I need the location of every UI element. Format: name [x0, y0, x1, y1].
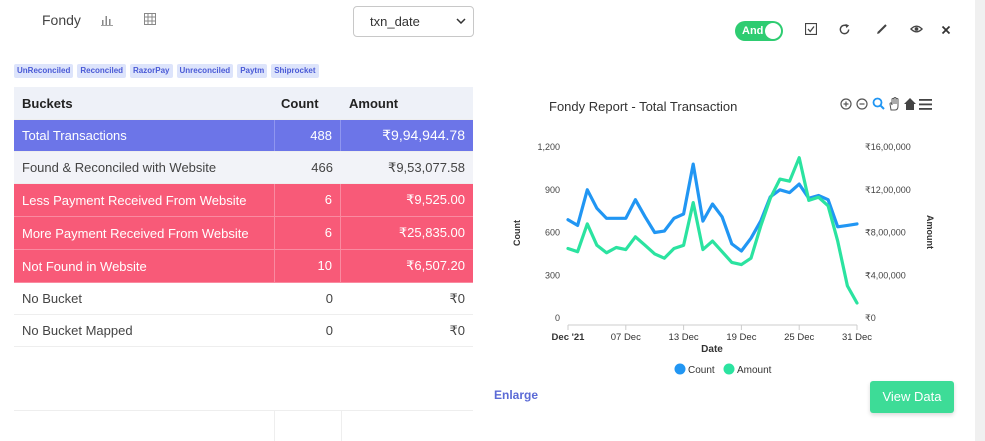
home-reset-icon[interactable]	[904, 98, 916, 110]
y-right-tick-label: ₹0	[865, 313, 876, 323]
page-scrollbar[interactable]	[975, 0, 985, 441]
legend-marker-count	[674, 363, 686, 375]
y-left-tick-label: 1,200	[537, 142, 560, 152]
tag-unreconciled[interactable]: UnReconciled	[14, 64, 74, 78]
y-right-tick-label: ₹12,00,000	[865, 185, 911, 195]
table-divider	[274, 410, 275, 441]
table-divider	[341, 410, 342, 441]
bucket-amount: ₹0	[449, 322, 465, 338]
bucket-name: Not Found in Website	[22, 258, 147, 274]
bucket-name: No Bucket	[22, 291, 82, 306]
table-row-found-reconciled[interactable]: Found & Reconciled with Website 466 ₹9,5…	[14, 152, 473, 184]
x-axis-label: Date	[701, 344, 723, 355]
toggle-knob	[765, 23, 781, 39]
bucket-name: No Bucket Mapped	[22, 323, 133, 338]
tag-shiprocket[interactable]: Shiprocket	[271, 64, 319, 78]
x-tick-label: Dec '21	[552, 332, 586, 343]
table-row-total-transactions[interactable]: Total Transactions 488 ₹9,94,944.78	[14, 120, 473, 152]
y-axis-right-label: Amount	[925, 215, 935, 249]
date-field-select[interactable]: txn_date	[353, 6, 474, 37]
y-left-tick-label: 0	[555, 313, 560, 323]
x-tick-label: 19 Dec	[726, 332, 756, 343]
buckets-table: Buckets Count Amount Total Transactions …	[14, 87, 473, 347]
tag-razorpay[interactable]: RazorPay	[130, 64, 173, 78]
chart-axes: 0 ₹0 300 ₹4,00,000 600 ₹8,00,000 900 ₹12,00,000…	[537, 142, 910, 343]
header-amount: Amount	[349, 95, 399, 111]
app-title: Fondy	[42, 12, 81, 28]
y-axis-left-label: Count	[512, 220, 522, 246]
bucket-count: 0	[325, 323, 333, 338]
and-or-toggle[interactable]: And	[735, 21, 783, 41]
bucket-count: 0	[325, 291, 333, 306]
bucket-name: Found & Reconciled with Website	[22, 160, 217, 175]
y-right-tick-label: ₹4,00,000	[865, 270, 906, 280]
chart-series	[566, 156, 859, 305]
date-field-select-value: txn_date	[370, 14, 420, 29]
bucket-amount: ₹9,53,077.58	[388, 159, 465, 175]
magnifier-icon[interactable]	[872, 97, 885, 110]
filter-tag-list: UnReconciled Reconciled RazorPay Unrecon…	[14, 64, 319, 78]
bucket-amount: ₹9,94,944.78	[382, 127, 465, 143]
table-row-less-payment[interactable]: Less Payment Received From Website 6 ₹9,…	[14, 184, 473, 217]
enlarge-link[interactable]: Enlarge	[494, 388, 539, 402]
header-buckets: Buckets	[22, 95, 73, 111]
series-line-count[interactable]	[566, 162, 859, 253]
pan-hand-icon[interactable]	[889, 97, 899, 111]
y-left-tick-label: 900	[545, 185, 560, 195]
chevron-down-icon	[449, 16, 473, 27]
legend-item-amount[interactable]: Amount	[723, 363, 772, 377]
table-row-not-found[interactable]: Not Found in Website 10 ₹6,507.20	[14, 250, 473, 283]
close-icon[interactable]	[941, 23, 951, 39]
y-right-tick-label: ₹8,00,000	[865, 228, 906, 238]
menu-icon[interactable]	[919, 99, 932, 110]
view-data-button[interactable]: View Data	[870, 381, 954, 413]
edit-pencil-icon[interactable]	[876, 23, 888, 39]
tag-paytm[interactable]: Paytm	[237, 64, 268, 78]
bucket-count: 488	[274, 120, 341, 151]
bucket-count: 6	[274, 217, 341, 249]
bucket-count: 466	[311, 160, 333, 175]
checkbox-icon[interactable]	[804, 22, 818, 39]
y-left-tick-label: 300	[545, 270, 560, 280]
bucket-amount: ₹0	[449, 290, 465, 306]
bar-chart-icon[interactable]	[101, 14, 113, 29]
table-row-more-payment[interactable]: More Payment Received From Website 6 ₹25…	[14, 217, 473, 250]
bucket-amount: ₹6,507.20	[406, 258, 465, 273]
zoom-out-icon[interactable]	[856, 98, 868, 110]
bucket-count: 10	[274, 250, 341, 282]
zoom-in-icon[interactable]	[840, 98, 852, 110]
table-grid-icon[interactable]	[144, 13, 156, 28]
table-header-row: Buckets Count Amount	[14, 87, 473, 120]
eye-icon[interactable]	[910, 23, 923, 39]
bucket-name: More Payment Received From Website	[22, 225, 249, 241]
table-divider	[14, 410, 473, 411]
x-tick-label: 31 Dec	[842, 332, 872, 343]
chart-title: Fondy Report - Total Transaction	[549, 99, 737, 114]
refresh-icon[interactable]	[838, 23, 851, 40]
tag-reconciled[interactable]: Reconciled	[77, 64, 127, 78]
bucket-name: Less Payment Received From Website	[22, 192, 247, 208]
x-tick-label: 07 Dec	[611, 332, 641, 343]
legend-item-count[interactable]: Count	[674, 363, 715, 377]
series-line-amount[interactable]	[566, 156, 859, 305]
bucket-amount: ₹9,525.00	[406, 192, 465, 207]
y-left-tick-label: 600	[545, 228, 560, 238]
x-tick-label: 25 Dec	[784, 332, 814, 343]
y-right-tick-label: ₹16,00,000	[865, 142, 911, 152]
toggle-label: And	[742, 25, 764, 37]
table-row-no-bucket-mapped[interactable]: No Bucket Mapped 0 ₹0	[14, 315, 473, 347]
table-row-no-bucket[interactable]: No Bucket 0 ₹0	[14, 283, 473, 315]
header-count: Count	[281, 95, 319, 111]
transaction-chart: Fondy Report - Total Transaction 0 ₹0 300 ₹	[505, 88, 955, 383]
bucket-amount: ₹25,835.00	[398, 225, 465, 240]
x-tick-label: 13 Dec	[669, 332, 699, 343]
chart-legend: Count Amount	[674, 363, 772, 377]
bucket-name: Total Transactions	[22, 128, 127, 143]
tag-unreconciled-lower[interactable]: Unreconciled	[176, 64, 234, 78]
legend-label-count: Count	[688, 365, 715, 376]
legend-label-amount: Amount	[737, 365, 772, 376]
bucket-count: 6	[274, 184, 341, 216]
legend-marker-amount	[723, 363, 735, 375]
